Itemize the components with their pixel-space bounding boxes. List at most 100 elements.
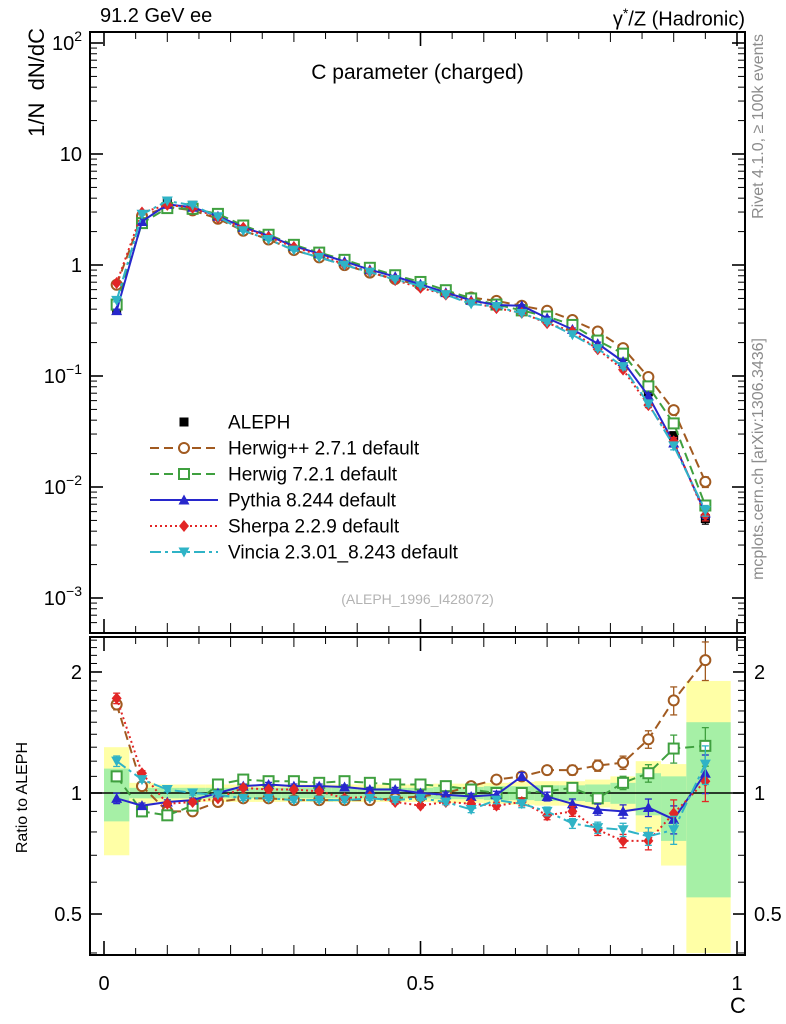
ratio-tick-label-right: 1 (754, 783, 765, 805)
legend-label: Vincia 2.3.01_8.243 default (228, 543, 459, 564)
marker-circle-open (699, 654, 712, 667)
marker-square-open (667, 742, 680, 755)
marker-triangle-down (440, 797, 452, 808)
marker-circle-open (642, 733, 655, 746)
series-vincia-main (111, 196, 711, 517)
y-tick-label: 10−2 (44, 472, 82, 499)
legend-item-vincia: Vincia 2.3.01_8.243 default (150, 543, 459, 564)
legend-label: Herwig 7.2.1 default (228, 465, 398, 486)
series-line (115, 199, 707, 511)
y-axis-label-ratio: Ratio to ALEPH (14, 742, 31, 854)
marker-square-open (178, 468, 190, 480)
marker-square-open (110, 770, 123, 783)
marker-triangle-down (389, 795, 401, 806)
marker-circle-open (667, 694, 680, 707)
marker-triangle-down (516, 308, 528, 319)
marker-diamond-filled (187, 795, 198, 808)
analysis-ref: (ALEPH_1996_I428072) (341, 591, 494, 607)
marker-triangle-down (237, 793, 249, 804)
marker-triangle-up (111, 305, 123, 316)
series-vincia-ratio (111, 745, 711, 846)
marker-triangle-down (465, 299, 477, 310)
marker-diamond-filled (491, 799, 502, 812)
header-process: γ*/Z (Hadronic) (613, 5, 745, 32)
plot-title: C parameter (charged) (311, 61, 524, 84)
marker-circle-open (591, 759, 604, 772)
x-tick-label: 0 (98, 973, 109, 995)
series-herwig7-main (110, 202, 712, 512)
legend-item-herwigpp: Herwig++ 2.7.1 default (150, 439, 420, 460)
marker-triangle-down (178, 547, 190, 558)
watermark-mcplots: mcplots.cern.ch [arXiv:1306.3436] (750, 338, 767, 580)
marker-triangle-down (161, 785, 173, 796)
legend: ALEPH Herwig++ 2.7.1 default Herwig 7.2.1 … (150, 413, 459, 564)
marker-triangle-down (136, 775, 148, 786)
marker-circle-open (541, 764, 554, 777)
marker-diamond-filled (111, 692, 122, 705)
marker-diamond-filled (567, 805, 578, 818)
marker-triangle-up (136, 800, 148, 811)
marker-triangle-down (440, 290, 452, 301)
marker-triangle-down (668, 441, 680, 452)
ratio-tick-label-right: 2 (754, 662, 765, 684)
marker-triangle-down (490, 302, 502, 313)
ratio-tick-label-left: 2 (71, 662, 82, 684)
marker-triangle-down (263, 793, 275, 804)
panel-frames (89, 31, 746, 956)
marker-triangle-up (364, 784, 376, 795)
marker-triangle-down (339, 260, 351, 271)
marker-triangle-down (642, 399, 654, 410)
marker-triangle-down (699, 759, 711, 770)
main-panel-frame (89, 31, 746, 634)
marker-triangle-down (490, 795, 502, 806)
marker-square-open (161, 809, 174, 822)
marker-triangle-down (642, 831, 654, 842)
gamma-star-sup: * (622, 5, 629, 21)
marker-triangle-down (288, 795, 300, 806)
marker-square-open (667, 417, 680, 430)
ratio-panel-frame (89, 636, 746, 956)
marker-triangle-down (699, 506, 711, 517)
marker-triangle-down (187, 788, 199, 799)
y-tick-label: 10−3 (44, 583, 82, 610)
marker-triangle-down (541, 806, 553, 817)
marker-triangle-down (592, 344, 604, 355)
marker-triangle-down (389, 275, 401, 286)
marker-triangle-down (288, 245, 300, 256)
legend-label: Sherpa 2.2.9 default (228, 517, 400, 538)
ratio-tick-label-left: 1 (71, 783, 82, 805)
marker-triangle-down (541, 317, 553, 328)
legend-item-pythia: Pythia 8.244 default (150, 491, 397, 512)
marker-triangle-up (465, 791, 477, 802)
marker-triangle-down (617, 825, 629, 836)
legend-item-herwig7: Herwig 7.2.1 default (150, 465, 398, 486)
marker-diamond-filled (618, 834, 629, 847)
marker-circle-open (566, 764, 579, 777)
marker-triangle-up (541, 791, 553, 802)
marker-triangle-up (642, 802, 654, 813)
series-line (115, 203, 707, 514)
series-pythia-main (111, 198, 711, 520)
series-aleph-main (112, 197, 710, 525)
marker-diamond-filled (238, 781, 249, 794)
marker-triangle-down (617, 362, 629, 373)
marker-diamond-filled (314, 785, 325, 798)
marker-triangle-down (415, 281, 426, 292)
marker-diamond-filled (263, 783, 274, 796)
x-tick-label: 1 (731, 973, 742, 995)
marker-triangle-down (237, 226, 249, 237)
marker-triangle-up (339, 781, 351, 792)
x-tick-label: 0.5 (407, 973, 435, 995)
marker-triangle-up (440, 789, 452, 800)
marker-diamond-filled (111, 277, 122, 290)
series-line (115, 697, 707, 842)
marker-triangle-down (415, 793, 426, 804)
ratio-uncertainty-bands (104, 680, 731, 953)
marker-triangle-down (592, 823, 604, 834)
legend-label: Pythia 8.244 default (228, 491, 397, 512)
marker-triangle-up (111, 792, 123, 803)
marker-triangle-up (178, 494, 190, 505)
marker-square-open (591, 792, 604, 805)
marker-triangle-down (465, 804, 477, 815)
